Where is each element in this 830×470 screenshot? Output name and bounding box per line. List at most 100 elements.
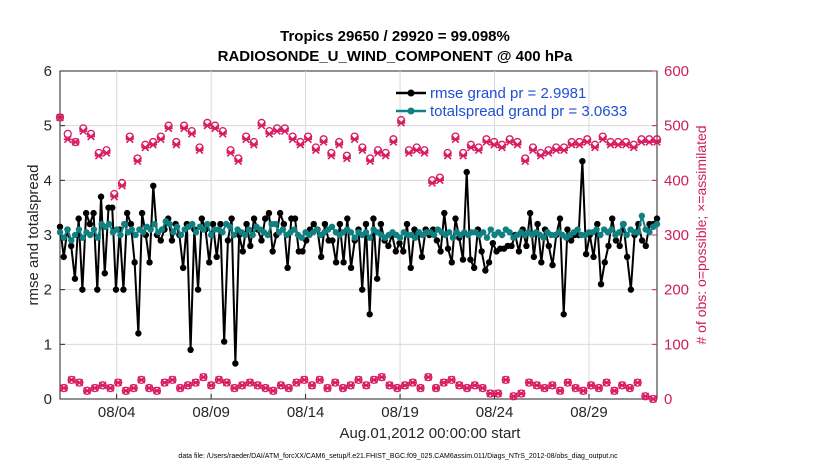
rmse-point bbox=[299, 248, 306, 255]
obs-assimilated-point bbox=[67, 376, 76, 384]
rmse-point bbox=[146, 259, 153, 266]
rmse-point bbox=[601, 259, 608, 266]
spread-point bbox=[498, 231, 506, 239]
rmse-point bbox=[433, 237, 441, 244]
spread-point bbox=[192, 229, 200, 236]
spread-point bbox=[634, 229, 642, 236]
spread-point bbox=[347, 229, 355, 236]
rmse-point bbox=[441, 209, 448, 217]
y-axis-label-right: # of obs: o=possible; ×=assimilated bbox=[693, 125, 709, 344]
obs-assimilated-point bbox=[373, 149, 382, 157]
obs-assimilated-point bbox=[234, 157, 243, 166]
rmse-point bbox=[470, 264, 478, 271]
rmse-point bbox=[396, 240, 403, 247]
rmse-point bbox=[482, 267, 489, 274]
rmse-point bbox=[623, 253, 631, 261]
obs-assimilated-point bbox=[556, 386, 565, 395]
spread-point bbox=[158, 226, 166, 233]
rmse-point bbox=[418, 253, 426, 261]
obs-assimilated-point bbox=[137, 376, 146, 384]
obs-assimilated-point bbox=[509, 392, 518, 401]
rmse-point bbox=[329, 237, 336, 244]
rmse-point bbox=[459, 256, 467, 263]
rmse-point bbox=[265, 209, 273, 217]
obs-assimilated-point bbox=[79, 127, 88, 135]
obs-assimilated-point bbox=[145, 384, 154, 392]
rmse-point bbox=[168, 237, 176, 244]
rmse-point bbox=[269, 248, 276, 255]
rmse-point bbox=[366, 311, 373, 318]
spread-point bbox=[166, 220, 173, 228]
obs-assimilated-point bbox=[525, 378, 534, 387]
rmse-point bbox=[590, 253, 597, 261]
rmse-point bbox=[112, 286, 120, 293]
rmse-point bbox=[280, 220, 288, 228]
rmse-point bbox=[109, 204, 116, 211]
rmse-point bbox=[373, 275, 381, 282]
obs-assimilated-point bbox=[416, 384, 425, 392]
rmse-point bbox=[209, 220, 217, 228]
x-axis: 08/04 08/09 08/14 08/19 08/24 08/29 bbox=[98, 394, 608, 421]
obs-assimilated-point bbox=[191, 378, 200, 387]
rmse-point bbox=[90, 209, 97, 217]
obs-assimilated-point bbox=[315, 376, 324, 384]
rmse-point bbox=[605, 242, 612, 250]
rmse-point bbox=[530, 253, 538, 261]
x-axis-label: Aug.01,2012 00:00:00 start bbox=[340, 425, 522, 442]
obs-assimilated-point bbox=[439, 378, 448, 387]
rmse-point bbox=[262, 215, 269, 222]
obs-count-series bbox=[55, 113, 662, 404]
spread-point bbox=[128, 226, 135, 233]
spread-point bbox=[173, 223, 181, 230]
obs-assimilated-point bbox=[63, 135, 72, 144]
legend: rmse grand pr = 2.9981 totalspread grand… bbox=[396, 85, 627, 120]
obs-assimilated-point bbox=[222, 378, 231, 387]
spread-point bbox=[170, 229, 177, 236]
rmse-point bbox=[579, 158, 586, 165]
obs-assimilated-point bbox=[490, 140, 499, 149]
obs-assimilated-point bbox=[156, 135, 165, 144]
obs-assimilated-point bbox=[168, 376, 177, 384]
rmse-point bbox=[362, 220, 370, 228]
rmse-point bbox=[377, 220, 385, 228]
rmse-point bbox=[616, 242, 623, 250]
right-axis: 0 100 200 300 400 500 600 bbox=[652, 63, 689, 408]
rmse-point bbox=[157, 237, 164, 244]
obs-assimilated-point bbox=[435, 176, 444, 185]
obs-assimilated-point bbox=[218, 130, 227, 138]
spread-point bbox=[177, 231, 185, 239]
obs-assimilated-point bbox=[187, 130, 196, 138]
obs-assimilated-point bbox=[226, 149, 235, 157]
obs-assimilated-point bbox=[587, 381, 596, 390]
obs-assimilated-point bbox=[110, 192, 119, 201]
rmse-point bbox=[310, 220, 317, 228]
obs-assimilated-point bbox=[253, 381, 262, 390]
spread-point bbox=[479, 229, 487, 236]
y-right-tick-label: 0 bbox=[664, 391, 672, 408]
rmse-point bbox=[385, 242, 392, 250]
y-right-tick-label: 300 bbox=[664, 227, 689, 244]
rmse-point bbox=[243, 220, 250, 228]
x-tick-label: 08/24 bbox=[476, 404, 514, 421]
obs-assimilated-point bbox=[71, 138, 80, 146]
obs-possible-point bbox=[63, 129, 72, 139]
y-right-tick-label: 500 bbox=[664, 118, 689, 135]
obs-assimilated-point bbox=[83, 386, 92, 395]
obs-assimilated-point bbox=[466, 143, 475, 152]
legend-spread-label: totalspread grand pr = 3.0633 bbox=[430, 103, 627, 120]
rmse-point bbox=[538, 259, 545, 266]
rmse-point bbox=[582, 250, 590, 258]
obs-assimilated-point bbox=[505, 138, 514, 146]
obs-assimilated-point bbox=[474, 146, 483, 155]
obs-assimilated-point bbox=[614, 140, 623, 149]
spread-point bbox=[219, 229, 226, 236]
y-left-tick-label: 0 bbox=[44, 391, 52, 408]
rmse-point bbox=[489, 240, 497, 247]
spread-point bbox=[608, 226, 615, 233]
obs-assimilated-point bbox=[625, 384, 634, 392]
rmse-point bbox=[317, 253, 325, 261]
chart-title-line1: Tropics 29650 / 29920 = 99.098% bbox=[280, 28, 510, 45]
obs-assimilated-point bbox=[370, 376, 379, 384]
spread-point bbox=[593, 226, 600, 233]
